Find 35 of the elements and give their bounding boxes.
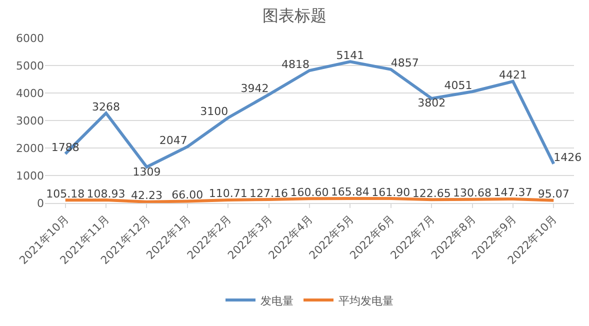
y-tick-label: 2000 bbox=[16, 142, 44, 155]
data-label: 42.23 bbox=[130, 189, 162, 202]
data-label: 4818 bbox=[282, 58, 310, 71]
data-label: 130.68 bbox=[453, 186, 492, 200]
y-tick-label: 5000 bbox=[16, 59, 44, 72]
data-label: 1309 bbox=[132, 165, 161, 178]
data-label: 3942 bbox=[240, 82, 269, 95]
data-label: 105.18 bbox=[46, 187, 85, 200]
data-label: 147.37 bbox=[494, 186, 532, 200]
data-label: 108.93 bbox=[86, 187, 126, 200]
data-label: 2047 bbox=[159, 134, 188, 147]
data-label: 5141 bbox=[336, 48, 364, 62]
data-label: 3802 bbox=[418, 96, 446, 110]
data-label: 3268 bbox=[92, 100, 120, 114]
data-label: 95.07 bbox=[538, 188, 570, 201]
data-label: 1426 bbox=[554, 151, 582, 164]
chart-title: 图表标题 bbox=[262, 6, 326, 25]
y-tick-label: 6000 bbox=[16, 32, 44, 45]
legend-label: 发电量 bbox=[260, 294, 294, 308]
data-label: 110.71 bbox=[208, 187, 248, 200]
data-label: 66.00 bbox=[172, 188, 204, 202]
data-label: 165.84 bbox=[330, 186, 370, 199]
legend-label: 平均发电量 bbox=[338, 294, 394, 308]
y-tick-label: 1000 bbox=[16, 169, 44, 182]
data-label: 4857 bbox=[390, 56, 419, 70]
data-label: 3100 bbox=[200, 105, 228, 118]
data-label: 122.65 bbox=[412, 186, 451, 200]
data-label: 127.16 bbox=[250, 186, 288, 200]
y-tick-label: 0 bbox=[37, 196, 44, 210]
data-label: 161.90 bbox=[372, 186, 410, 199]
data-label: 4051 bbox=[444, 78, 472, 92]
y-tick-label: 3000 bbox=[16, 114, 44, 128]
data-label: 160.60 bbox=[290, 186, 329, 199]
y-tick-label: 4000 bbox=[16, 86, 44, 100]
data-label: 4421 bbox=[498, 68, 527, 82]
